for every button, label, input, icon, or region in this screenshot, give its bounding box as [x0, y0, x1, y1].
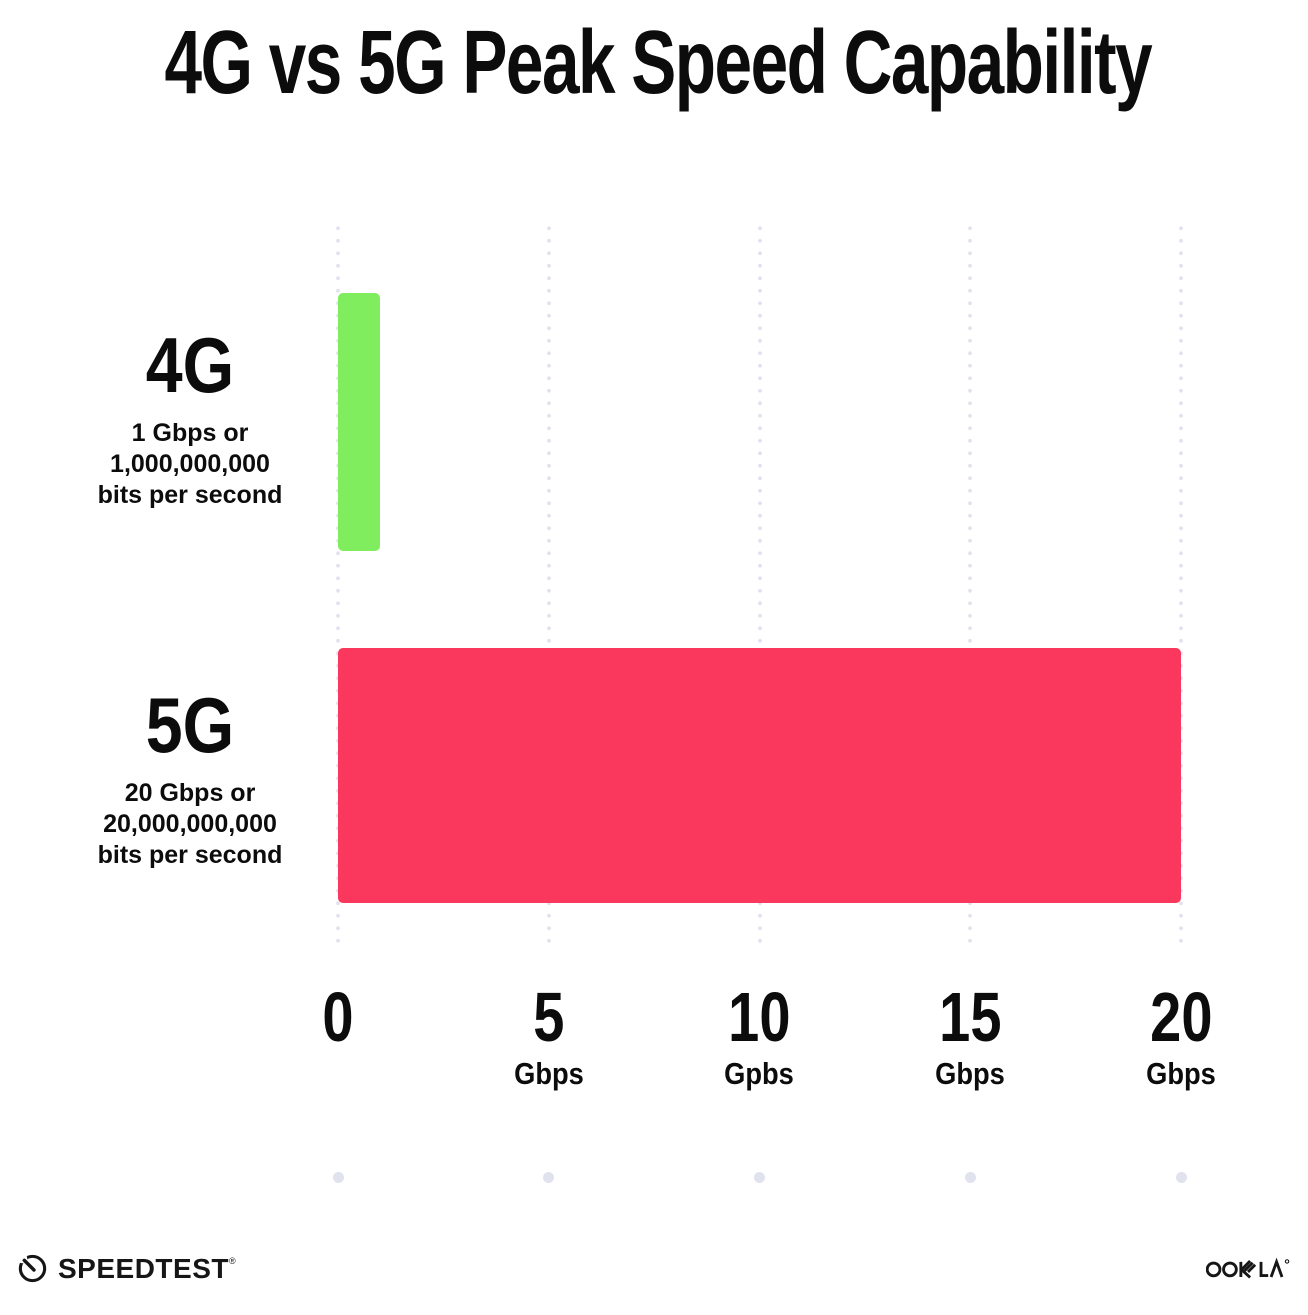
row-label-4g-description: 1 Gbps or 1,000,000,000 bits per second: [97, 419, 283, 509]
gridline-end-dot: [332, 1172, 344, 1183]
speedtest-logo: SPEEDTEST®: [16, 1252, 236, 1285]
gridline-0: [335, 222, 341, 945]
gridline-5: [545, 222, 552, 945]
x-tick-5: 5 Gbps: [514, 978, 584, 1091]
gridline-end-dot: [754, 1172, 765, 1183]
row-label-5g-description: 20 Gbps or 20,000,000,000 bits per secon…: [97, 779, 283, 869]
row-label-4g: 4G 1 Gbps or 1,000,000,000 bits per seco…: [60, 326, 320, 511]
gridline-end-dot: [1175, 1172, 1187, 1183]
row-label-4g-title: 4G: [145, 321, 235, 409]
speedtest-gauge-icon: [17, 1253, 47, 1283]
x-tick-0: 0: [322, 978, 354, 1056]
row-label-5g-title: 5G: [145, 681, 235, 769]
page-title: 4G vs 5G Peak Speed Capability: [0, 18, 1308, 108]
x-tick-20: 20 Gbps: [1146, 978, 1216, 1091]
gridline-10: [756, 222, 763, 945]
x-tick-10: 10 Gpbs: [724, 978, 794, 1091]
page-title-text: 4G vs 5G Peak Speed Capability: [164, 13, 1152, 113]
gridline-20: [1178, 222, 1184, 945]
gridline-end-dot: [543, 1172, 555, 1183]
chart-plot-area: [332, 222, 1187, 1183]
row-label-5g: 5G 20 Gbps or 20,000,000,000 bits per se…: [60, 686, 320, 871]
gridline-15: [967, 222, 974, 945]
bar-4g: [338, 293, 381, 551]
ookla-wordmark-icon: [1205, 1257, 1290, 1279]
trademark-symbol: ®: [228, 1255, 237, 1266]
bar-5g: [338, 648, 1181, 903]
x-tick-15: 15 Gbps: [935, 978, 1005, 1091]
speedtest-wordmark: SPEEDTEST®: [58, 1252, 237, 1284]
gridline-end-dot: [964, 1172, 976, 1183]
ookla-logo: [1205, 1255, 1290, 1288]
